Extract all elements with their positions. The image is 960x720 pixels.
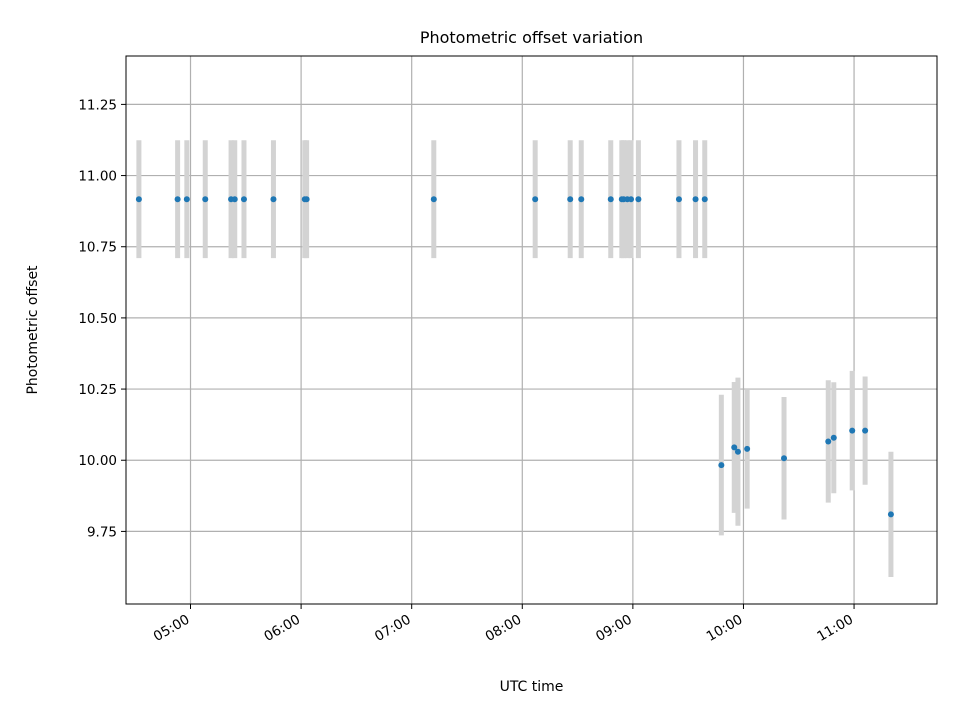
data-point — [303, 196, 310, 203]
data-point — [240, 196, 247, 203]
data-point — [607, 196, 614, 203]
y-axis-label: Photometric offset — [25, 265, 41, 395]
data-point — [635, 196, 642, 203]
data-point — [744, 445, 751, 452]
data-point — [532, 196, 539, 203]
y-tick-label: 10.50 — [78, 311, 117, 327]
data-point — [270, 196, 277, 203]
y-tick-label: 11.25 — [78, 97, 117, 113]
data-point — [578, 196, 585, 203]
plot-frame — [125, 55, 938, 605]
data-point — [887, 511, 894, 518]
data-point — [701, 196, 708, 203]
data-point — [231, 196, 238, 203]
y-tick-label: 11.00 — [78, 169, 117, 185]
data-point — [174, 196, 181, 203]
data-point — [628, 196, 635, 203]
data-point — [734, 448, 741, 455]
grid — [126, 56, 937, 604]
data-point — [781, 455, 788, 462]
data-point — [430, 196, 437, 203]
y-tick-label: 10.25 — [78, 382, 117, 398]
x-axis-label: UTC time — [500, 679, 564, 695]
data-point — [692, 196, 699, 203]
data-points — [135, 196, 894, 518]
y-tick-label: 10.75 — [78, 240, 117, 256]
data-point — [731, 444, 738, 451]
y-axis: 9.75 10.00 10.25 10.50 10.75 11.00 11.25 — [78, 97, 126, 540]
data-point — [830, 434, 837, 441]
data-point — [825, 438, 832, 445]
data-point — [567, 196, 574, 203]
data-point — [202, 196, 209, 203]
data-point — [849, 427, 856, 434]
y-tick-label: 10.00 — [78, 453, 117, 469]
chart-title: Photometric offset variation — [420, 28, 643, 47]
data-point — [675, 196, 682, 203]
data-point — [718, 462, 725, 469]
data-point — [135, 196, 142, 203]
data-point — [862, 427, 869, 434]
data-point — [183, 196, 190, 203]
y-tick-label: 9.75 — [87, 524, 117, 540]
